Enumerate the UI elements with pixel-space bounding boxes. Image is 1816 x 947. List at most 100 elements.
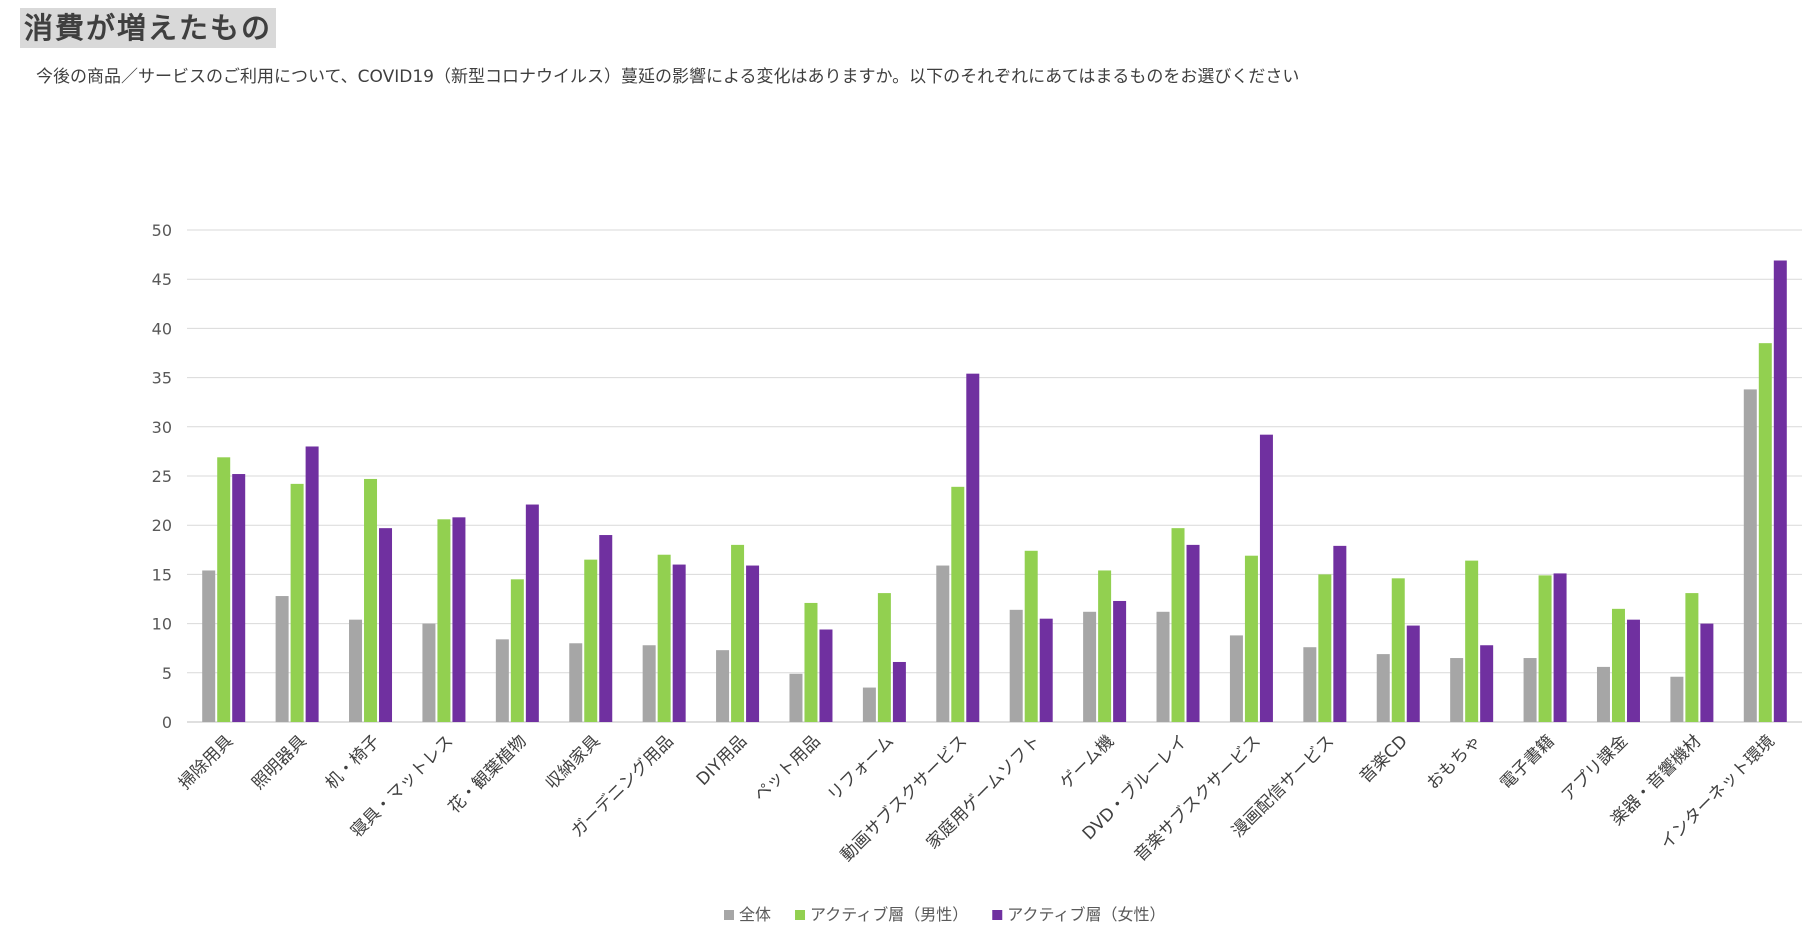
bar [966,373,980,722]
bar [1303,647,1317,722]
y-tick-label: 15 [152,565,172,584]
bar [349,619,363,722]
bar [1229,635,1243,722]
bar [1098,570,1112,722]
bar [1611,608,1625,722]
bars [202,260,1787,722]
x-category-label: 照明器具 [248,731,310,793]
bar [1553,573,1567,722]
bar [1538,575,1552,722]
bar [1465,560,1479,722]
x-category-label: リフォーム [824,731,898,805]
bar [217,457,231,722]
bar [1670,676,1684,722]
x-category-label: 音楽CD [1356,731,1412,787]
bar [789,673,803,722]
bar [1171,528,1185,722]
bar [305,446,319,722]
bar [819,629,833,722]
legend-swatch [795,910,806,920]
bar [510,579,524,722]
bar [716,650,730,722]
y-tick-label: 5 [162,664,172,683]
bar [1406,625,1420,722]
legend-swatch [724,910,734,920]
bar [1318,574,1332,722]
x-category-label: 電子書籍 [1496,731,1558,793]
y-tick-label: 10 [152,615,172,634]
legend-swatch [992,910,1003,920]
bar [1113,600,1127,722]
bar [599,535,613,722]
bar [1244,555,1258,722]
bar [1773,260,1787,722]
bar [422,623,436,722]
bar [1758,343,1772,722]
x-category-label: DIY用品 [693,731,751,789]
y-tick-label: 0 [162,713,172,732]
legend-label: アクティブ層（男性） [810,905,968,924]
y-axis-ticks: 0 5 10 15 20 25 30 35 40 45 50 [152,221,172,732]
chart-subtitle: 今後の商品／サービスのご利用について、COVID19（新型コロナウイルス）蔓延の… [36,67,1300,87]
bar [804,602,818,722]
bar [862,687,876,722]
bar [1480,645,1494,722]
x-category-label: 机・椅子 [322,731,384,793]
x-category-label: ペット用品 [750,731,824,805]
legend: 全体 アクティブ層（男性） アクティブ層（女性） [724,905,1166,924]
bar [746,565,760,722]
bar [892,661,906,722]
bar [379,528,393,722]
y-tick-label: 30 [152,418,172,437]
bar [731,544,745,722]
x-category-label: 収納家具 [542,731,604,793]
bar [672,564,686,722]
bar [202,570,216,722]
bar [1391,578,1405,722]
legend-label: アクティブ層（女性） [1007,905,1165,924]
bar [1039,618,1053,722]
bar [1743,389,1757,722]
x-category-label: 音楽サブスクサービス [1130,731,1265,866]
bar [1626,619,1640,722]
page-title: 消費が増えたもの [20,8,277,48]
bar [657,554,671,722]
bar [877,593,891,722]
bar [951,486,965,722]
y-tick-label: 20 [152,516,172,535]
bar [452,517,466,722]
bar [437,519,451,722]
x-category-label: ゲーム機 [1056,731,1118,793]
bar [569,643,583,722]
bar [495,639,509,722]
bar [1024,550,1038,722]
bar [1376,654,1390,722]
x-category-label: 動画サブスクサービス [836,731,971,866]
bar [275,596,289,722]
bar [642,645,656,722]
bar [232,474,246,722]
gridlines [187,229,1802,723]
bar [1596,666,1610,722]
y-tick-label: 50 [152,221,172,240]
bar [936,565,950,722]
bar [1186,544,1200,722]
bar [1523,658,1537,722]
x-category-label: 掃除用具 [175,731,237,793]
y-tick-label: 40 [152,319,172,338]
y-tick-label: 45 [152,270,172,289]
bar [290,483,304,722]
bar [1685,593,1699,722]
bar [584,559,598,722]
bar [1083,611,1097,722]
bar [1450,658,1464,722]
x-category-label: アプリ課金 [1558,731,1632,805]
bar [1700,623,1714,722]
y-tick-label: 25 [152,467,172,486]
bar [1259,434,1273,722]
bar [1333,545,1347,722]
legend-label: 全体 [739,905,771,924]
y-tick-label: 35 [152,369,172,388]
